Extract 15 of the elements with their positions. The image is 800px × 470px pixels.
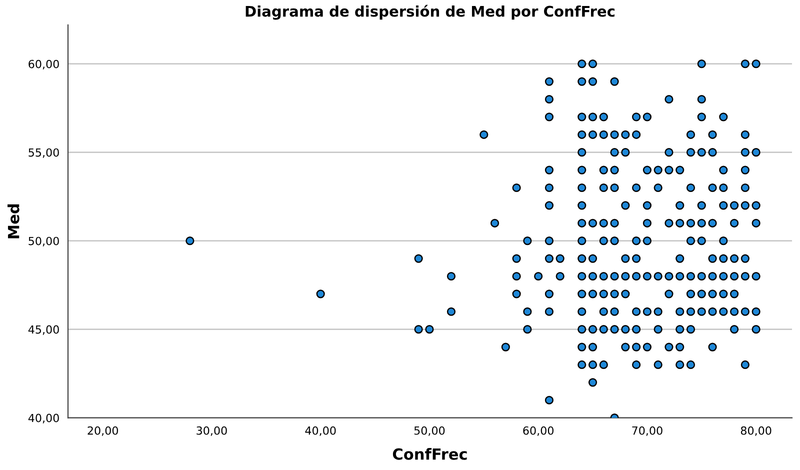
x-tick-label: 80,00 — [740, 426, 772, 436]
y-tick-label: 60,00 — [28, 60, 59, 70]
y-tick-label: 50,00 — [28, 236, 59, 246]
x-tick-label: 20,00 — [88, 426, 118, 436]
y-tick-label: 55,00 — [28, 148, 59, 158]
x-tick-label: 60,00 — [523, 426, 554, 436]
chart-title: Diagrama de dispersión de Med por ConfFrec — [246, 4, 615, 20]
x-axis-title: ConfFrec — [392, 448, 467, 460]
x-tick-label: 40,00 — [305, 426, 336, 436]
y-tick-label: 40,00 — [28, 414, 59, 424]
x-tick-label: 30,00 — [196, 426, 227, 436]
x-tick-label: 70,00 — [632, 426, 662, 436]
x-tick-label: 50,00 — [414, 426, 445, 436]
y-axis-title: Med — [8, 204, 20, 238]
y-tick-label: 45,00 — [28, 325, 59, 335]
